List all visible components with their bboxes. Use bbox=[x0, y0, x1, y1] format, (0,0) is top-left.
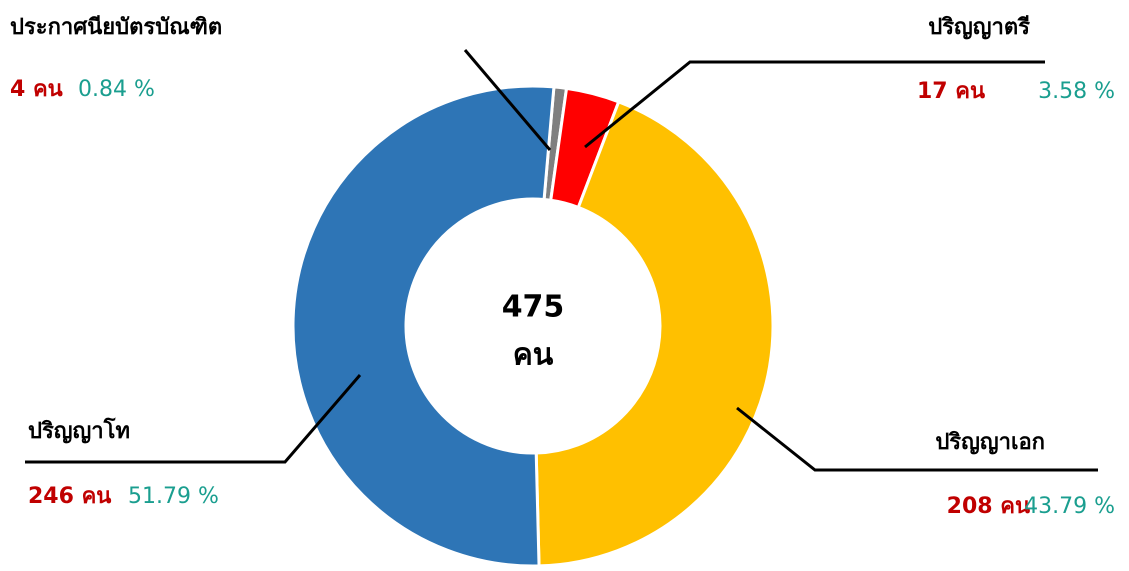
category-label: ปริญญาโท bbox=[28, 417, 130, 444]
percent-label: 51.79 % bbox=[128, 484, 219, 509]
leader-line bbox=[736, 406, 1098, 472]
category-label: ปริญญาเอก bbox=[935, 430, 1045, 455]
leader-line bbox=[25, 374, 362, 464]
leader-line bbox=[584, 60, 1045, 149]
count-label: 208 คน bbox=[947, 494, 1030, 519]
category-label: ประกาศนียบัตรบัณฑิต bbox=[10, 15, 222, 40]
count-label: 246 คน bbox=[28, 484, 111, 509]
donut-slice bbox=[291, 84, 556, 568]
center-total: 475 bbox=[502, 290, 565, 325]
leader-line bbox=[463, 49, 552, 151]
center-unit: คน bbox=[513, 338, 554, 373]
category-label: ปริญญาตรี bbox=[928, 15, 1030, 40]
donut-slice bbox=[534, 99, 775, 568]
count-label: 17 คน bbox=[917, 79, 985, 104]
percent-label: 0.84 % bbox=[78, 77, 155, 102]
percent-label: 3.58 % bbox=[1038, 79, 1115, 104]
count-label: 4 คน bbox=[10, 77, 63, 102]
percent-label: 43.79 % bbox=[1024, 494, 1115, 519]
